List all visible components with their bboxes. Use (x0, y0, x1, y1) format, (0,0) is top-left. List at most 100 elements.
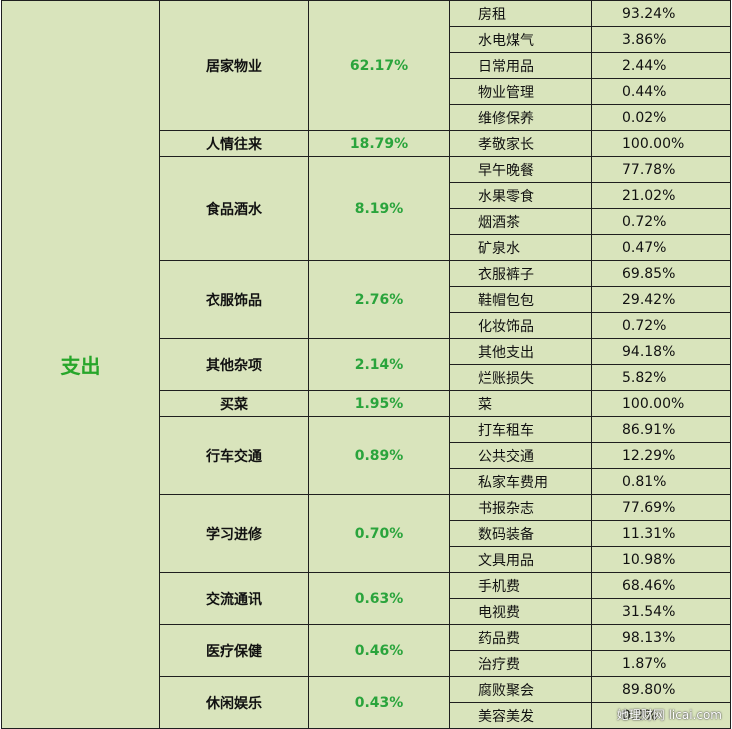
subcategory-name-cell: 文具用品 (449, 546, 592, 573)
table-row: 休闲娱乐 0.43% 腐败聚会 89.80% (2, 676, 731, 729)
table-row: 水果零食 21.02% (2, 182, 731, 209)
table-row: 物业管理 0.44% (2, 78, 731, 105)
subcategory-percent-cell: 0.02% (591, 104, 731, 131)
category-name-cell: 其他杂项 (159, 338, 309, 391)
table-row: 学习进修 0.70% 书报杂志 77.69% (2, 494, 731, 573)
subcategory-name-cell: 打车租车 (449, 416, 592, 443)
category-percent-cell: 0.46% (308, 624, 450, 677)
subcategory-percent-cell: 11.31% (591, 520, 731, 547)
subcategory-name-cell: 菜 (449, 390, 592, 417)
subcategory-name-cell: 电视费 (449, 598, 592, 625)
table-row: 其他杂项 2.14% 其他支出 94.18% (2, 338, 731, 391)
subcategory-percent-cell: 77.69% (591, 494, 731, 521)
category-percent-cell: 0.89% (308, 416, 450, 495)
subcategory-percent-cell: 10.98% (591, 546, 731, 573)
subcategory-name-cell: 烟酒茶 (449, 208, 592, 235)
category-name-cell: 学习进修 (159, 494, 309, 573)
subcategory-name-cell: 手机费 (449, 572, 592, 599)
subcategory-name-cell: 维修保养 (449, 104, 592, 131)
table-row: 美容美发 0.2% (2, 702, 731, 729)
category-percent-cell: 62.17% (308, 0, 450, 131)
table-row: 矿泉水 0.47% (2, 234, 731, 261)
subcategory-percent-cell: 86.91% (591, 416, 731, 443)
subcategory-name-cell: 美容美发 (449, 702, 592, 729)
table-row: 行车交通 0.89% 打车租车 86.91% (2, 416, 731, 495)
category-name-cell: 休闲娱乐 (159, 676, 309, 729)
category-name-cell: 食品酒水 (159, 156, 309, 261)
table-row: 人情往来 18.79% 孝敬家长 100.00% (2, 130, 731, 157)
subcategory-percent-cell: 5.82% (591, 364, 731, 391)
subcategory-percent-cell: 98.13% (591, 624, 731, 651)
subcategory-percent-cell: 29.42% (591, 286, 731, 313)
subcategory-name-cell: 水果零食 (449, 182, 592, 209)
subcategory-name-cell: 日常用品 (449, 52, 592, 79)
subcategory-name-cell: 孝敬家长 (449, 130, 592, 157)
category-percent-cell: 0.63% (308, 572, 450, 625)
table-row: 文具用品 10.98% (2, 546, 731, 573)
subcategory-percent-cell: 1.87% (591, 650, 731, 677)
table-row: 鞋帽包包 29.42% (2, 286, 731, 313)
subcategory-name-cell: 其他支出 (449, 338, 592, 365)
subcategory-name-cell: 水电煤气 (449, 26, 592, 53)
subcategory-percent-cell: 94.18% (591, 338, 731, 365)
table-row: 维修保养 0.02% (2, 104, 731, 131)
subcategory-percent-cell: 100.00% (591, 390, 731, 417)
subcategory-percent-cell: 0.44% (591, 78, 731, 105)
subcategory-percent-cell: 77.78% (591, 156, 731, 183)
subcategory-name-cell: 鞋帽包包 (449, 286, 592, 313)
subcategory-name-cell: 物业管理 (449, 78, 592, 105)
table-row: 食品酒水 8.19% 早午晚餐 77.78% (2, 156, 731, 261)
subcategory-name-cell: 治疗费 (449, 650, 592, 677)
table-row: 私家车费用 0.81% (2, 468, 731, 495)
category-percent-cell: 2.14% (308, 338, 450, 391)
subcategory-name-cell: 矿泉水 (449, 234, 592, 261)
subcategory-percent-cell: 31.54% (591, 598, 731, 625)
category-percent-cell: 18.79% (308, 130, 450, 157)
subcategory-name-cell: 早午晚餐 (449, 156, 592, 183)
subcategory-name-cell: 腐败聚会 (449, 676, 592, 703)
category-name-cell: 衣服饰品 (159, 260, 309, 339)
subcategory-percent-cell: 93.24% (591, 0, 731, 27)
table-row: 水电煤气 3.86% (2, 26, 731, 53)
watermark: 她理财网 licai.com (616, 708, 722, 722)
category-name-cell: 行车交通 (159, 416, 309, 495)
category-name-cell: 医疗保健 (159, 624, 309, 677)
subcategory-name-cell: 衣服裤子 (449, 260, 592, 287)
category-percent-cell: 0.43% (308, 676, 450, 729)
subcategory-percent-cell: 68.46% (591, 572, 731, 599)
category-name-cell: 买菜 (159, 390, 309, 417)
subcategory-name-cell: 化妆饰品 (449, 312, 592, 339)
subcategory-percent-cell: 3.86% (591, 26, 731, 53)
subcategory-percent-cell: 2.44% (591, 52, 731, 79)
subcategory-percent-cell: 0.2% (591, 702, 731, 729)
subcategory-percent-cell: 0.72% (591, 312, 731, 339)
subcategory-name-cell: 公共交通 (449, 442, 592, 469)
table-row: 化妆饰品 0.72% (2, 312, 731, 339)
table-row: 交流通讯 0.63% 手机费 68.46% (2, 572, 731, 625)
category-percent-cell: 2.76% (308, 260, 450, 339)
subcategory-name-cell: 数码装备 (449, 520, 592, 547)
table-row: 公共交通 12.29% (2, 442, 731, 469)
subcategory-percent-cell: 0.47% (591, 234, 731, 261)
subcategory-name-cell: 房租 (449, 0, 592, 27)
category-percent-cell: 8.19% (308, 156, 450, 261)
subcategory-percent-cell: 69.85% (591, 260, 731, 287)
category-name-cell: 交流通讯 (159, 572, 309, 625)
subcategory-percent-cell: 0.72% (591, 208, 731, 235)
subcategory-percent-cell: 89.80% (591, 676, 731, 703)
subcategory-percent-cell: 12.29% (591, 442, 731, 469)
category-percent-cell: 0.70% (308, 494, 450, 573)
table-row: 医疗保健 0.46% 药品费 98.13% (2, 624, 731, 677)
subcategory-name-cell: 烂账损失 (449, 364, 592, 391)
subcategory-percent-cell: 100.00% (591, 130, 731, 157)
category-name-cell: 居家物业 (159, 0, 309, 131)
category-percent-cell: 1.95% (308, 390, 450, 417)
table-row: 日常用品 2.44% (2, 52, 731, 79)
subcategory-name-cell: 药品费 (449, 624, 592, 651)
subcategory-percent-cell: 0.81% (591, 468, 731, 495)
category-name-cell: 人情往来 (159, 130, 309, 157)
subcategory-name-cell: 私家车费用 (449, 468, 592, 495)
